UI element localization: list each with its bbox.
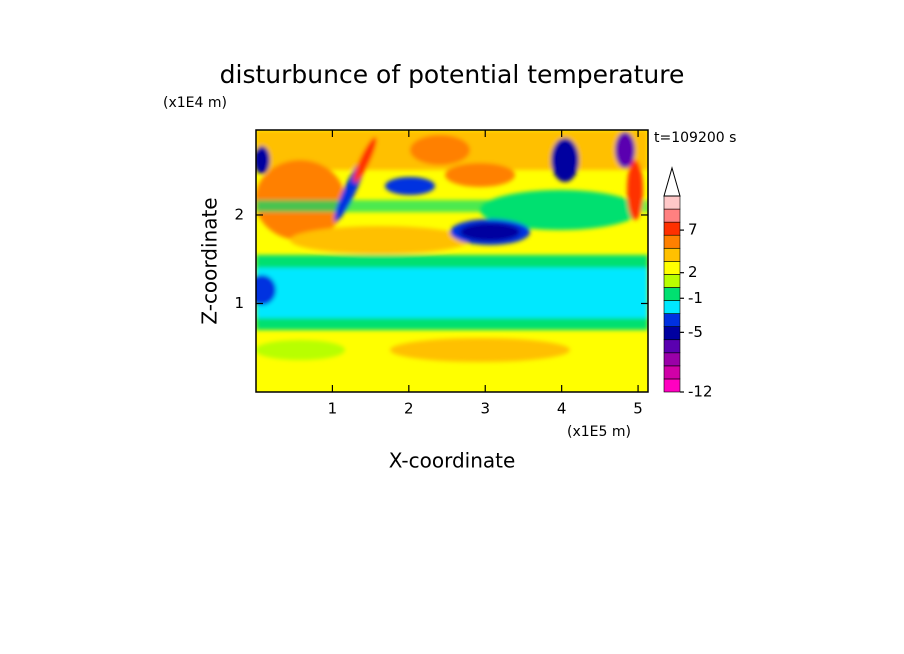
plot-frame xyxy=(255,129,649,393)
colorbar-segment xyxy=(663,234,681,249)
y-axis-label: Z-coordinate xyxy=(198,197,222,324)
x-unit: (x1E5 m) xyxy=(567,424,631,440)
colorbar-segment xyxy=(663,208,681,223)
colorbar-segment xyxy=(663,365,681,380)
colorbar-tick-label: -12 xyxy=(688,383,713,401)
colorbar-segment xyxy=(663,300,681,314)
time-annotation: t=109200 s xyxy=(654,130,736,146)
colorbar-extension xyxy=(663,166,681,197)
colorbar-segment xyxy=(663,274,681,288)
y-unit: (x1E4 m) xyxy=(163,95,227,111)
colorbar-segment xyxy=(663,339,681,354)
colorbar-segment xyxy=(663,221,681,236)
y-tick-label: 2 xyxy=(234,205,244,223)
colorbar-segment xyxy=(663,352,681,367)
contour-field xyxy=(256,130,648,392)
colorbar-segment xyxy=(663,326,681,341)
x-tick-label: 1 xyxy=(328,400,338,418)
colorbar-segment xyxy=(663,287,681,301)
colorbar-tick-label: 2 xyxy=(688,263,698,281)
x-tick-label: 3 xyxy=(480,400,490,418)
colorbar-tick-label: -1 xyxy=(688,289,703,307)
colorbar-tick-label: -5 xyxy=(688,323,703,341)
x-tick-label: 2 xyxy=(404,400,414,418)
x-axis-label: X-coordinate xyxy=(389,449,516,473)
x-tick-label: 4 xyxy=(557,400,567,418)
colorbar-segment xyxy=(663,313,681,327)
y-tick-label: 1 xyxy=(234,294,244,312)
field-shapes xyxy=(256,130,648,362)
x-tick-label: 5 xyxy=(633,400,643,418)
colorbar-tick-label: 7 xyxy=(688,221,698,239)
chart-title: disturbunce of potential temperature xyxy=(220,60,685,89)
colorbar-segment xyxy=(663,247,681,262)
colorbar-segment xyxy=(663,378,681,393)
colorbar-segment xyxy=(663,261,681,275)
colorbar-segment xyxy=(663,195,681,210)
